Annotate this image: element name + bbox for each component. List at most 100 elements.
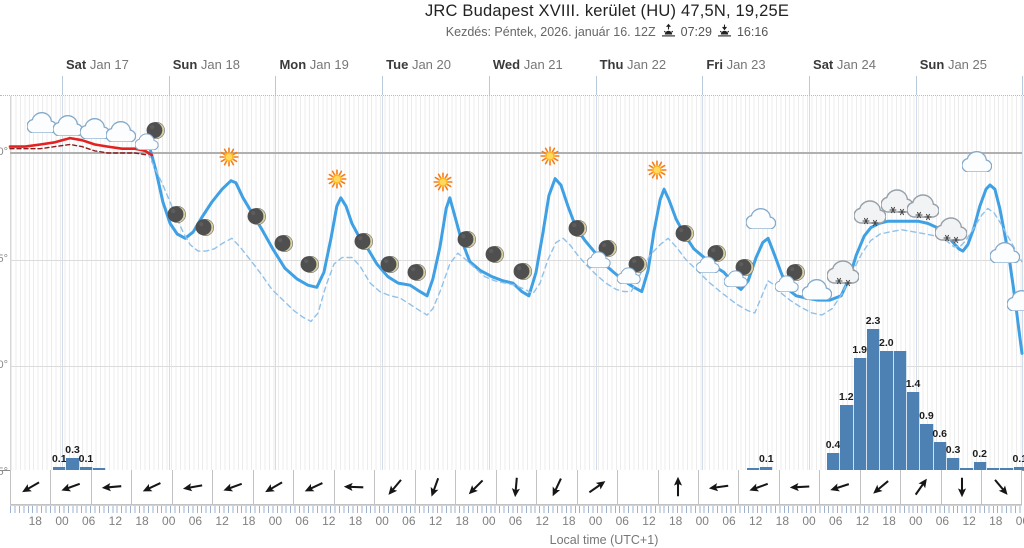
snow-cloud-icon	[880, 186, 914, 221]
moon-icon	[274, 233, 295, 259]
day-gridline	[382, 96, 384, 471]
wind-cell	[981, 470, 1022, 504]
sunrise-icon	[661, 23, 676, 40]
cloud-icon	[26, 107, 58, 138]
moon-icon	[380, 254, 401, 280]
day-label: Sat Jan 24	[813, 57, 876, 72]
hour-label: 18	[775, 514, 790, 528]
wind-arrow-icon	[264, 481, 283, 493]
wind-arrow-icon	[674, 476, 683, 497]
wind-cell	[900, 470, 940, 504]
wind-cell	[50, 470, 90, 504]
precip-bar	[1000, 467, 1014, 470]
wind-cell	[131, 470, 171, 504]
sun-icon	[645, 158, 669, 187]
wind-arrow-icon	[142, 482, 161, 492]
sunset-icon	[717, 23, 732, 40]
moon-icon	[568, 218, 589, 244]
wind-cell	[414, 470, 455, 504]
precip-bar	[826, 452, 841, 470]
wind-cell	[293, 470, 333, 504]
day-gridline	[275, 96, 277, 471]
wind-cell	[778, 470, 819, 504]
precip-value-label: 0.1	[51, 452, 67, 465]
y-axis-label: -10°	[0, 359, 8, 372]
gridline--10c	[10, 366, 1022, 368]
precip-value-label: 0.4	[825, 438, 841, 451]
hour-label: 18	[989, 514, 1003, 528]
wind-arrow-icon	[344, 482, 364, 492]
wind-arrow-icon	[749, 482, 769, 492]
wind-cell	[697, 470, 738, 504]
precip-value-label: 0.1	[1012, 452, 1024, 465]
precip-bar	[760, 466, 774, 470]
wind-cell	[171, 470, 212, 504]
x-axis-caption: Local time (UTC+1)	[549, 533, 659, 547]
wind-cell	[536, 470, 576, 504]
hour-label: 00	[909, 514, 923, 528]
hour-label: 00	[268, 514, 283, 528]
precip-value-label: 1.4	[905, 378, 921, 391]
cloud-icon	[79, 113, 111, 144]
hour-label: 12	[108, 514, 123, 528]
precip-bar	[853, 357, 867, 470]
day-label: Sat Jan 17	[66, 57, 129, 72]
wind-arrow-icon	[61, 482, 81, 492]
wind-cell	[657, 470, 698, 504]
hour-label: 06	[81, 514, 96, 528]
precip-bar	[946, 457, 961, 470]
precip-bar	[746, 467, 761, 470]
hour-label: 00	[482, 514, 496, 528]
wind-arrow-icon	[708, 483, 729, 492]
hour-label: 00	[1015, 514, 1024, 528]
hour-label: 18	[882, 514, 896, 528]
hour-label: 18	[242, 514, 256, 528]
hour-label: 12	[215, 514, 229, 528]
moon-icon	[195, 217, 216, 243]
wind-cell	[333, 470, 374, 504]
temperature-observed-line	[8, 136, 154, 157]
sun-icon	[325, 167, 349, 196]
day-tick	[1022, 76, 1024, 95]
gridline--5c	[10, 259, 1022, 261]
wind-cell	[495, 470, 536, 504]
hour-label: 18	[348, 514, 363, 528]
day-label: Fri Jan 23	[706, 57, 766, 72]
hour-label: 00	[55, 514, 69, 528]
hour-label: 18	[562, 514, 576, 528]
hour-label: 06	[188, 514, 203, 528]
wind-arrow-icon	[304, 482, 323, 492]
header: JRC Budapest XVIII. kerület (HU) 47,5N, …	[0, 2, 1024, 40]
snow-cloud-icon	[934, 214, 968, 249]
moon-cloud-icon	[134, 120, 167, 155]
cloud-icon	[801, 274, 833, 305]
hour-label: 12	[642, 514, 656, 528]
day-gridline	[702, 96, 704, 471]
wind-arrow-icon	[431, 477, 440, 497]
day-label: Tue Jan 20	[386, 57, 451, 72]
day-gridline	[168, 96, 170, 471]
wind-cell	[617, 470, 657, 504]
precip-bar	[960, 467, 974, 470]
precip-value-label: 0.2	[972, 448, 988, 461]
precip-value-label: 2.3	[865, 314, 881, 327]
cloud-icon	[961, 146, 993, 177]
day-tick	[488, 76, 490, 95]
precip-bar	[93, 467, 107, 470]
hour-label: 12	[535, 514, 549, 528]
hour-label: 18	[28, 514, 42, 528]
y-axis-label: -15°	[0, 465, 8, 478]
precip-bar	[906, 392, 921, 470]
precip-bar	[79, 466, 94, 470]
wind-cell	[940, 470, 981, 504]
sun-icon	[538, 144, 562, 173]
moon-icon	[167, 204, 188, 230]
hour-label: 12	[322, 514, 336, 528]
wind-cell	[212, 470, 252, 504]
hour-label: 12	[748, 514, 763, 528]
wind-arrow-icon	[789, 482, 809, 492]
temperature-ensemble-line	[147, 152, 1023, 323]
moon-icon	[247, 206, 268, 232]
precip-bar	[920, 424, 934, 470]
wind-cell	[455, 470, 495, 504]
